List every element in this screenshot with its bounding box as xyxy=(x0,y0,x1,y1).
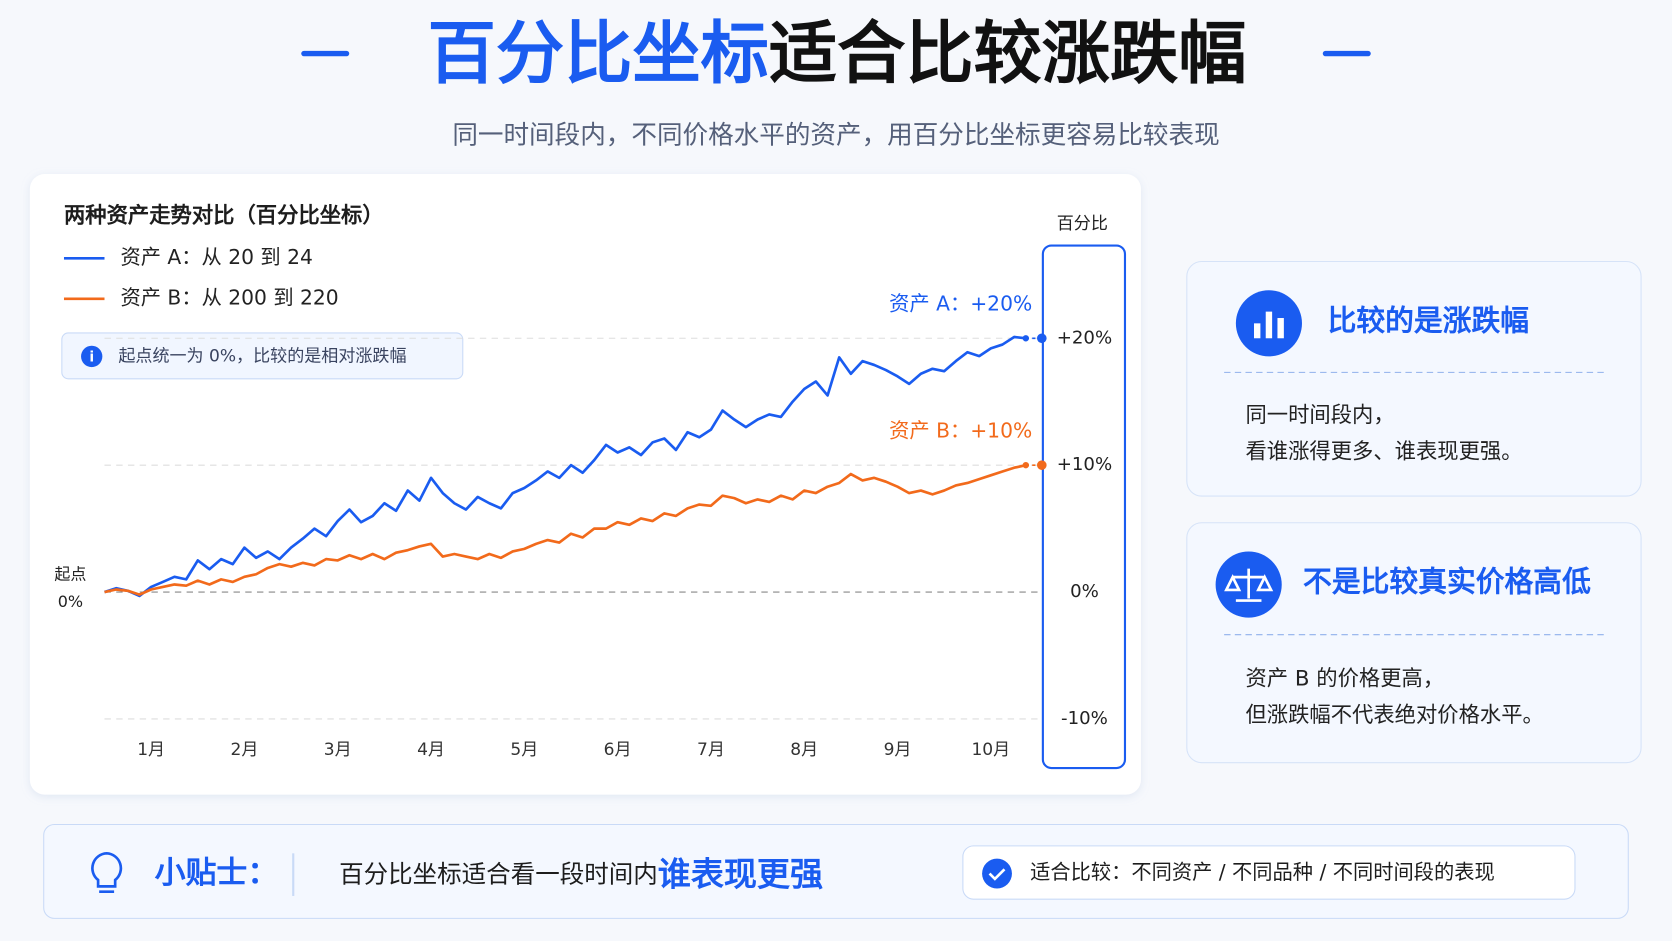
subtitle: 同一时间段内，不同价格水平的资产，用百分比坐标更容易比较表现 xyxy=(452,121,1219,151)
y-axis-panel xyxy=(1041,244,1127,770)
chart-icon-bar xyxy=(1277,318,1284,339)
end-point xyxy=(1022,461,1030,469)
x-tick-label: 5月 xyxy=(510,740,538,760)
series-line xyxy=(104,335,1026,598)
legend-label: 资产 A：从 20 到 24 xyxy=(120,245,312,269)
y-axis-title: 百分比 xyxy=(1057,214,1108,234)
info-card xyxy=(1186,522,1642,764)
tip-text: 百分比坐标适合看一段时间内谁表现更强 xyxy=(339,854,823,893)
card-line: 但涨跌幅不代表绝对价格水平。 xyxy=(1245,703,1543,728)
title-highlight: 百分比坐标 xyxy=(428,14,769,93)
chart-icon-bar xyxy=(1254,323,1261,339)
x-tick-label: 3月 xyxy=(324,740,352,760)
info-icon xyxy=(81,345,103,368)
x-tick-label: 9月 xyxy=(884,740,912,760)
tip-highlight: 谁表现更强 xyxy=(658,854,823,893)
chart-icon-bar xyxy=(1265,311,1273,339)
y-tick-label: +20% xyxy=(1057,327,1112,348)
chart-title: 两种资产走势对比（百分比坐标） xyxy=(64,203,384,229)
y-tick-label: +10% xyxy=(1057,454,1112,475)
axis-point xyxy=(1037,333,1047,344)
y-tick-label: -10% xyxy=(1061,708,1108,729)
check-icon xyxy=(982,858,1012,889)
chart-note: 起点统一为 0%，比较的是相对涨跌幅 xyxy=(118,346,406,366)
tip-label: 小贴士： xyxy=(155,855,279,891)
scale-icon-glyph xyxy=(1224,568,1274,602)
tip-badge-text: 适合比较：不同资产 / 不同品种 / 不同时间段的表现 xyxy=(1030,860,1495,884)
x-tick-label: 8月 xyxy=(790,740,818,760)
chart-card xyxy=(29,174,1141,795)
note-box xyxy=(61,332,464,380)
tip-body: 百分比坐标适合看一段时间内 xyxy=(339,860,658,889)
series-line xyxy=(104,463,1027,596)
card-line: 同一时间段内， xyxy=(1245,403,1394,428)
x-tick-label: 1月 xyxy=(137,740,165,760)
card-line: 看谁涨得更多、谁表现更强。 xyxy=(1245,439,1522,464)
start-value-label: 0% xyxy=(58,592,83,611)
end-point xyxy=(1022,335,1030,342)
x-tick-label: 2月 xyxy=(230,740,258,760)
page-title: 百分比坐标适合比较涨跌幅 xyxy=(428,14,1247,93)
start-label: 起点 xyxy=(54,565,86,584)
tip-badge xyxy=(962,845,1576,900)
legend-label: 资产 B：从 200 到 220 xyxy=(120,285,338,309)
x-tick-label: 4月 xyxy=(417,740,445,760)
card-title: 不是比较真实价格高低 xyxy=(1303,565,1591,599)
card-line: 资产 B 的价格更高， xyxy=(1245,667,1444,692)
end-label: 资产 B：+10% xyxy=(889,419,1032,443)
x-tick-label: 6月 xyxy=(604,740,632,760)
axis-point xyxy=(1037,460,1047,470)
card-title: 比较的是涨跌幅 xyxy=(1328,303,1529,337)
x-tick-label: 10月 xyxy=(971,740,1010,760)
end-label: 资产 A：+20% xyxy=(889,292,1032,316)
info-icon-glyph: i xyxy=(89,349,94,365)
x-tick-label: 7月 xyxy=(697,740,725,760)
y-tick-label: 0% xyxy=(1070,581,1099,602)
bulb-icon xyxy=(91,851,123,894)
check-glyph xyxy=(988,868,1006,881)
title-rest: 适合比较涨跌幅 xyxy=(769,14,1247,93)
